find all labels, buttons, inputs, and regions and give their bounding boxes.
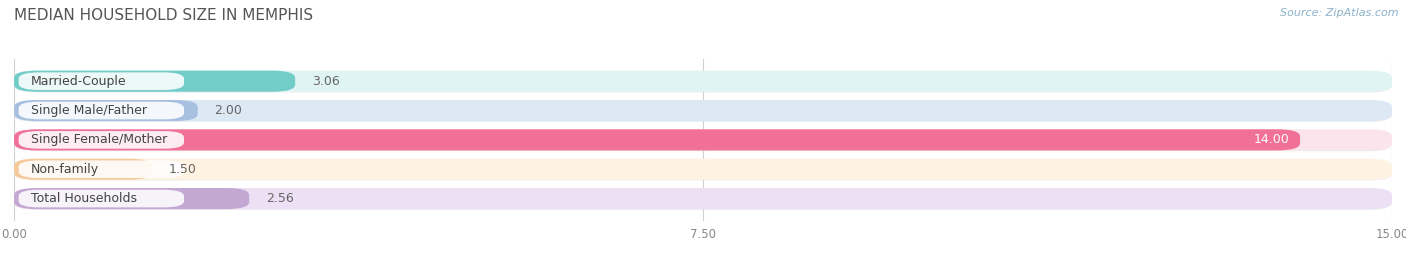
Text: 2.00: 2.00 [214,104,242,117]
FancyBboxPatch shape [14,188,1392,209]
FancyBboxPatch shape [14,159,152,180]
FancyBboxPatch shape [18,190,184,207]
FancyBboxPatch shape [14,71,1392,92]
Text: Total Households: Total Households [31,192,136,205]
Text: 14.00: 14.00 [1253,133,1289,146]
FancyBboxPatch shape [14,71,295,92]
FancyBboxPatch shape [14,100,1392,121]
FancyBboxPatch shape [15,160,1392,181]
FancyBboxPatch shape [18,160,184,178]
FancyBboxPatch shape [15,101,1392,122]
Text: Single Male/Father: Single Male/Father [31,104,146,117]
FancyBboxPatch shape [14,159,1392,180]
FancyBboxPatch shape [18,72,184,90]
FancyBboxPatch shape [14,129,1392,150]
FancyBboxPatch shape [18,131,184,149]
Text: Source: ZipAtlas.com: Source: ZipAtlas.com [1281,8,1399,18]
Text: 1.50: 1.50 [169,163,197,176]
FancyBboxPatch shape [18,102,184,119]
FancyBboxPatch shape [15,130,1392,151]
Text: 2.56: 2.56 [266,192,294,205]
Text: MEDIAN HOUSEHOLD SIZE IN MEMPHIS: MEDIAN HOUSEHOLD SIZE IN MEMPHIS [14,8,314,23]
Text: Non-family: Non-family [31,163,98,176]
FancyBboxPatch shape [14,188,249,209]
FancyBboxPatch shape [14,129,1301,150]
FancyBboxPatch shape [15,189,1392,210]
Text: Married-Couple: Married-Couple [31,75,127,88]
Text: 3.06: 3.06 [312,75,339,88]
Text: Single Female/Mother: Single Female/Mother [31,133,167,146]
FancyBboxPatch shape [15,72,1392,93]
FancyBboxPatch shape [14,100,198,121]
